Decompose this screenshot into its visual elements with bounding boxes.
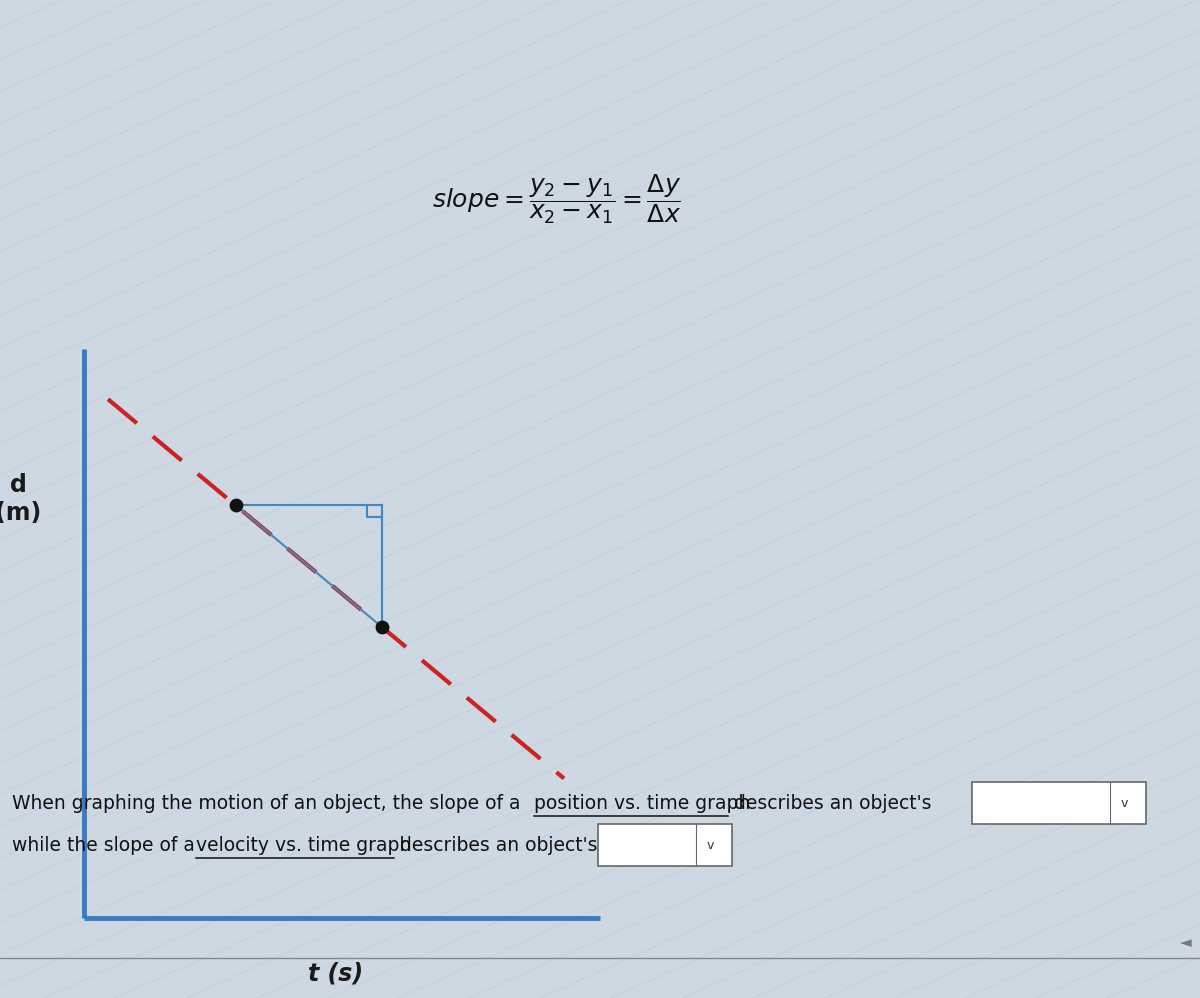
FancyBboxPatch shape bbox=[598, 824, 732, 866]
Text: When graphing the motion of an object, the slope of a: When graphing the motion of an object, t… bbox=[12, 793, 527, 813]
Text: velocity vs. time graph: velocity vs. time graph bbox=[196, 835, 410, 855]
Text: describes an object's: describes an object's bbox=[728, 793, 932, 813]
Text: v: v bbox=[707, 838, 714, 852]
Text: d
(m): d (m) bbox=[0, 473, 41, 525]
Point bbox=[226, 497, 245, 513]
FancyBboxPatch shape bbox=[972, 782, 1146, 824]
Text: position vs. time graph: position vs. time graph bbox=[534, 793, 750, 813]
Text: $slope = \dfrac{y_2 - y_1}{x_2 - x_1} = \dfrac{\Delta y}{\Delta x}$: $slope = \dfrac{y_2 - y_1}{x_2 - x_1} = … bbox=[432, 173, 682, 227]
Point bbox=[372, 619, 391, 635]
Text: ◄: ◄ bbox=[1180, 935, 1192, 951]
Text: while the slope of a: while the slope of a bbox=[12, 835, 200, 855]
Text: v: v bbox=[1121, 796, 1128, 810]
Text: t (s): t (s) bbox=[308, 961, 364, 985]
Text: describes an object's: describes an object's bbox=[394, 835, 598, 855]
